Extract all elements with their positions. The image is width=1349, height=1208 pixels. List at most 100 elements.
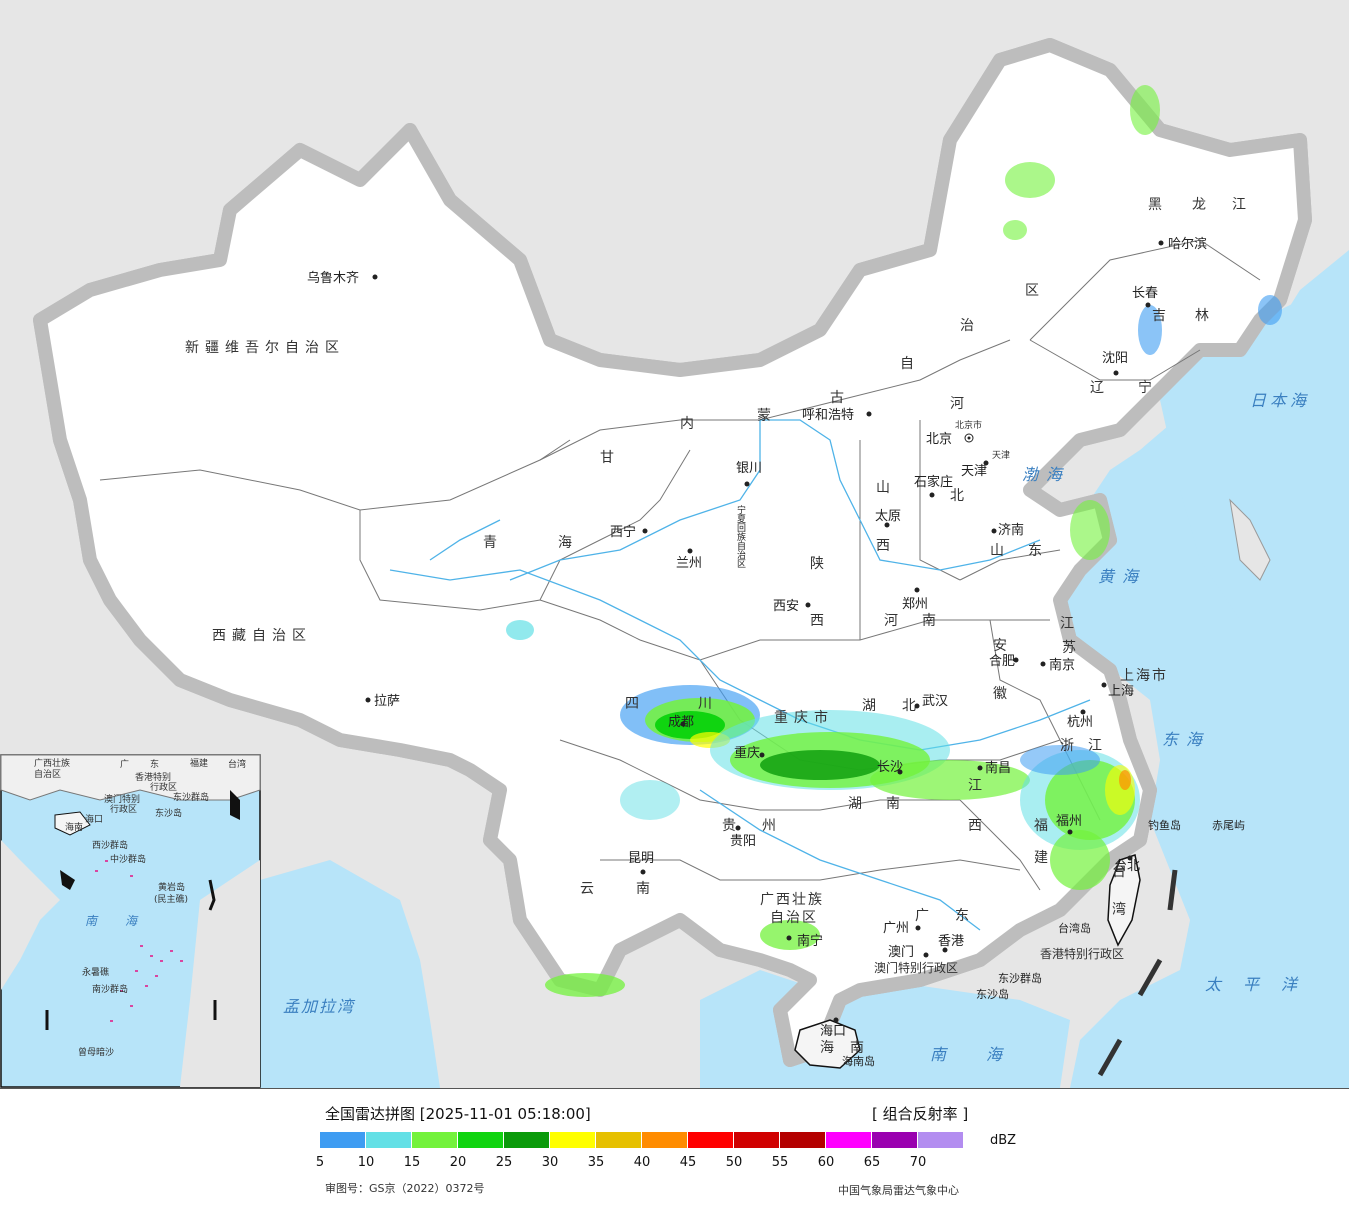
scale-swatch (872, 1132, 918, 1148)
sea-labels: 渤海 黄海 东海 南海 太平洋 日本海 孟加拉湾 (283, 391, 1306, 1064)
legend-title: 全国雷达拼图 [2025-11-01 05:18:00] (325, 1105, 591, 1123)
scale-swatch (734, 1132, 780, 1148)
label-hebei-2: 北 (950, 488, 970, 504)
label-hubei-2: 北 (902, 698, 922, 714)
city-nanning: 南宁 (797, 933, 823, 949)
korea-island (1229, 498, 1271, 581)
label-xinjiang: 新疆维吾尔自治区 (185, 340, 345, 356)
label-ningxia: 宁夏回族自治区 (735, 504, 746, 568)
inset-dongsha-1: 东沙群岛 (173, 791, 209, 803)
city-hangzhou: 杭州 (1067, 715, 1093, 730)
scale-swatch (688, 1132, 734, 1148)
label-shandong-2: 东 (1028, 543, 1048, 559)
scale-swatch (642, 1132, 688, 1148)
label-jilin-2: 林 (1195, 308, 1215, 324)
label-taiwan-2: 湾 (1112, 901, 1132, 918)
inset-dongsha-2: 东沙岛 (155, 807, 182, 819)
sea-bengal: 孟加拉湾 (283, 997, 356, 1016)
label-guangdong-1: 广 (915, 908, 935, 924)
label-heilongjiang-1: 黑 (1148, 197, 1168, 213)
inset-hk-2: 行政区 (150, 781, 177, 793)
city-shijiazhuang: 石家庄 (914, 474, 953, 490)
inset-macau-1: 澳门特别 (104, 793, 140, 805)
city-kunming: 昆明 (628, 851, 654, 866)
scale-swatch (596, 1132, 642, 1148)
city-guiyang: 贵阳 (730, 834, 756, 849)
label-yunnan-1: 云 (580, 881, 600, 897)
label-zhejiang-2: 江 (1088, 738, 1108, 754)
radar-map: 新疆维吾尔自治区 西藏自治区 青 海 甘 内 蒙 古 自 治 区 黑 龙 江 吉… (0, 0, 1349, 1089)
inset-huangyan-1: 黄岩岛 (158, 881, 185, 893)
inset-guang: 广 (120, 758, 129, 770)
label-xizang: 西藏自治区 (212, 628, 312, 644)
bay-of-bengal (260, 860, 440, 1088)
label-fujian-2: 建 (1034, 850, 1054, 866)
label-heilongjiang-3: 江 (1232, 197, 1252, 213)
japan-sea (1160, 270, 1349, 620)
scale-swatch (550, 1132, 596, 1148)
inset-huangyan-2: (民主礁) (154, 893, 188, 905)
legend-panel: 全国雷达拼图 [2025-11-01 05:18:00] [ 组合反射率 ] d… (0, 1089, 1349, 1208)
label-guangxi-1: 广西壮族 (760, 892, 824, 908)
city-diaoyu: 钓鱼岛 (1148, 818, 1181, 832)
scale-tick-label: 30 (541, 1155, 559, 1170)
label-qinghai-2: 海 (558, 535, 578, 551)
scale-tick-label: 10 (357, 1155, 375, 1170)
city-xining: 西宁 (610, 524, 636, 540)
label-jilin-1: 吉 (1152, 308, 1172, 324)
inset-zengmu: 曾母暗沙 (78, 1046, 114, 1058)
city-taipei: 台北 (1114, 859, 1140, 874)
label-qinghai-1: 青 (483, 535, 503, 551)
south-china-sea-inset (0, 754, 261, 1088)
city-lanzhou: 兰州 (676, 556, 702, 571)
label-gansu: 甘 (600, 450, 620, 466)
scale-swatch (780, 1132, 826, 1148)
pacific-east (1180, 880, 1349, 1088)
approval-number: 审图号：GS京（2022）0372号 (325, 1182, 485, 1195)
inset-hk-1: 香港特别 (135, 771, 171, 783)
city-shanghai: 上海 (1108, 684, 1134, 699)
scale-swatch (412, 1132, 458, 1148)
label-hunan-2: 南 (886, 796, 906, 812)
scale-tick-label: 45 (679, 1155, 697, 1170)
inset-dong: 东 (150, 758, 159, 770)
label-guangxi-2: 自治区 (770, 910, 818, 926)
city-nanjing: 南京 (1049, 657, 1075, 673)
city-nanchang: 南昌 (985, 760, 1011, 776)
scale-tick-label: 15 (403, 1155, 421, 1170)
label-guangdong-2: 东 (955, 908, 975, 924)
label-liaoning-2: 宁 (1138, 379, 1158, 396)
label-hebei-1: 河 (950, 396, 970, 412)
city-wuhan: 武汉 (922, 694, 948, 709)
scale-swatch (918, 1132, 964, 1148)
label-neimeng-3: 古 (830, 390, 850, 406)
scale-tick-label: 60 (817, 1155, 835, 1170)
label-guizhou-1: 贵 (722, 818, 742, 834)
city-urumqi: 乌鲁木齐 (307, 270, 359, 286)
city-labels: 乌鲁木齐 拉萨 西宁 兰州 银川 呼和浩特 哈尔滨 长春 沈阳 北京 北京市 天… (307, 236, 1245, 1068)
city-shenyang: 沈阳 (1102, 351, 1128, 366)
sea-donghai: 东海 (1162, 730, 1210, 749)
city-dongsha-qd: 东沙群岛 (998, 971, 1042, 985)
scale-tick-label: 65 (863, 1155, 881, 1170)
label-neimeng-2: 蒙 (757, 408, 777, 424)
inset-labels: 广西壮族 自治区 广 东 福建 台湾 香港特别 行政区 澳门特别 行政区 东沙群… (34, 757, 246, 1058)
inset-taiwan: 台湾 (228, 758, 246, 770)
label-henan-2: 南 (922, 613, 942, 629)
city-taiwan-dao: 台湾岛 (1058, 921, 1091, 935)
city-guangzhou: 广州 (883, 921, 909, 936)
label-neimeng-1: 内 (680, 416, 700, 432)
city-taiyuan: 太原 (875, 509, 901, 524)
city-harbin: 哈尔滨 (1168, 236, 1207, 252)
color-scale (320, 1132, 964, 1148)
nine-dash-line (1097, 869, 1178, 1077)
city-zhengzhou: 郑州 (902, 597, 928, 612)
inset-guangxi-1: 广西壮族 (34, 757, 70, 769)
radar-echoes (506, 85, 1282, 997)
scale-swatch (504, 1132, 550, 1148)
scale-tick-label: 5 (315, 1155, 325, 1170)
sea-bohai: 渤海 (1022, 465, 1070, 484)
scale-tick-label: 70 (909, 1155, 927, 1170)
label-shaanxi-1: 陕 (810, 556, 830, 572)
label-taiwan-1: 台 (1112, 864, 1132, 880)
